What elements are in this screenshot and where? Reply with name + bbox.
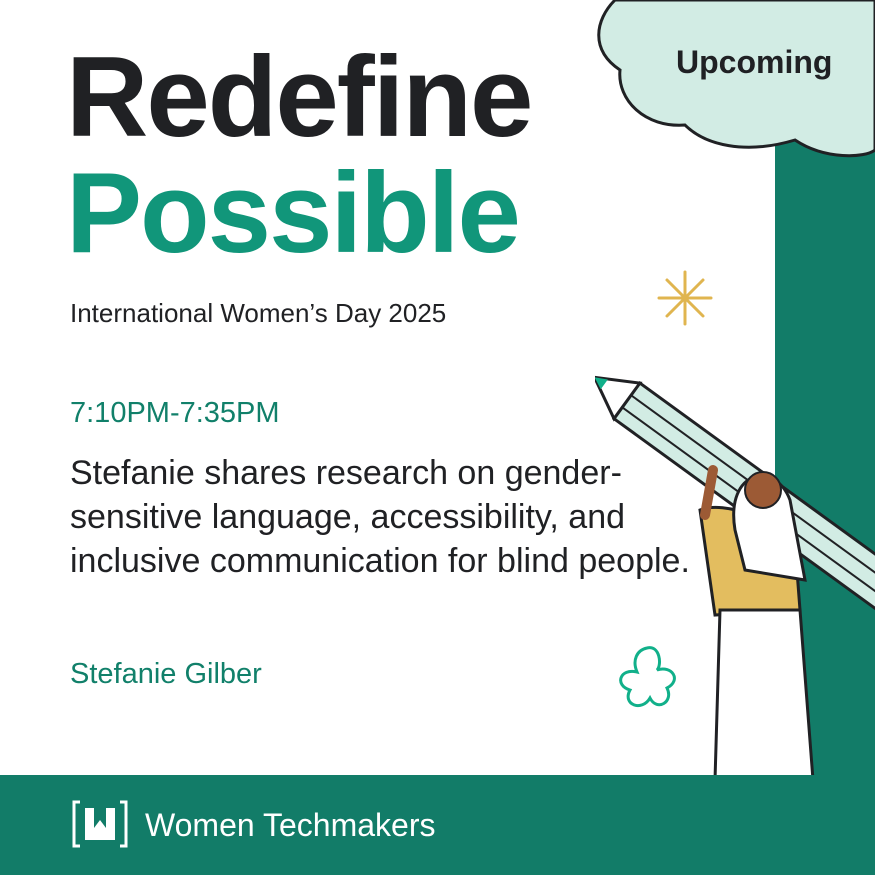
event-subtitle: International Women’s Day 2025	[70, 298, 447, 328]
flower-doodle-icon	[619, 646, 676, 708]
brand-name: Women Techmakers	[145, 807, 436, 843]
cloud-shape	[597, 0, 875, 158]
upcoming-badge: Upcoming	[676, 44, 833, 80]
session-time: 7:10PM-7:35PM	[70, 397, 280, 429]
woman-with-pencil-illustration	[595, 375, 875, 819]
speaker-name: Stefanie Gilber	[70, 658, 262, 690]
sparkle-icon	[657, 270, 713, 326]
women-techmakers-logo-icon	[72, 800, 128, 848]
title-line-1: Redefine	[66, 34, 533, 161]
title-line-2: Possible	[66, 150, 521, 277]
footer-bar	[0, 775, 875, 875]
session-description: Stefanie shares research on gender-sensi…	[70, 454, 690, 580]
